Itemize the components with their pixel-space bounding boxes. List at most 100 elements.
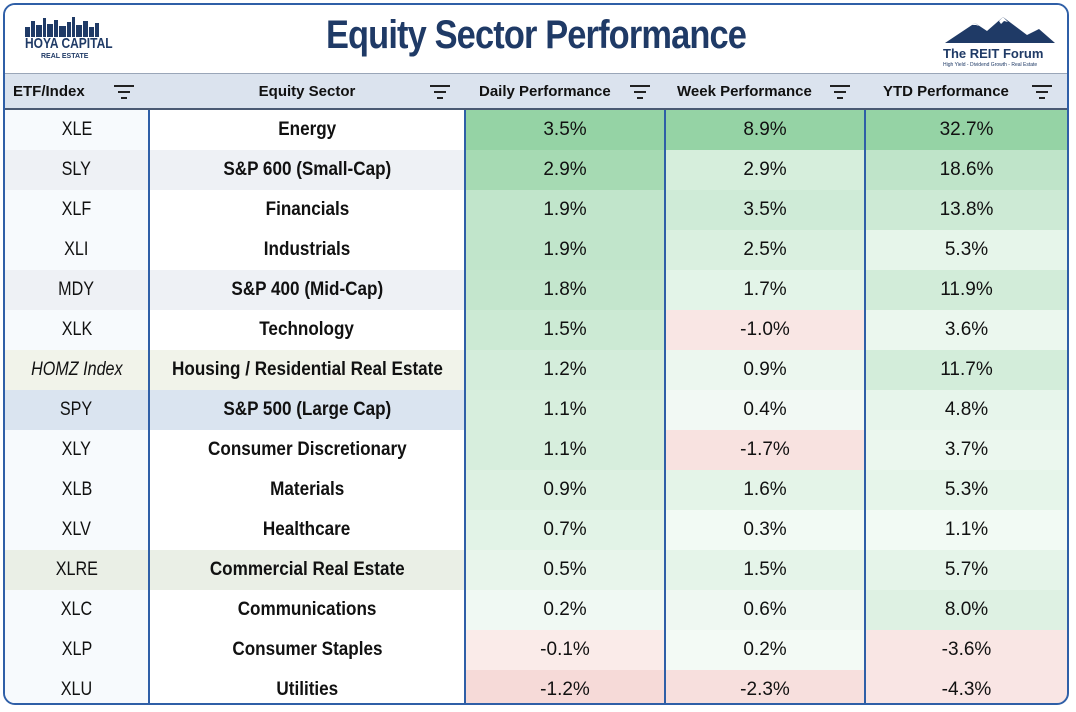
ytd-performance-cell: 1.1%: [865, 510, 1067, 550]
sector-cell-text: Communications: [237, 599, 377, 620]
ytd-performance-cell: 3.7%: [865, 430, 1067, 470]
ticker-cell: XLV: [5, 510, 150, 550]
daily-performance-cell: 1.1%: [465, 390, 666, 430]
table-row: XLU Utilities -1.2% -2.3% -4.3%: [5, 670, 1067, 703]
ticker-cell: XLK: [5, 310, 150, 350]
column-header-label: YTD Performance: [883, 82, 1009, 100]
sector-cell: Healthcare: [149, 510, 466, 550]
ticker-cell: MDY: [5, 270, 150, 310]
ytd-performance-cell-text: 11.7%: [940, 359, 993, 380]
table-row: XLF Financials 1.9% 3.5% 13.8%: [5, 190, 1067, 230]
ytd-performance-cell: 13.8%: [865, 190, 1067, 230]
sector-cell: S&P 400 (Mid-Cap): [149, 270, 466, 310]
week-performance-cell-text: 2.5%: [743, 239, 787, 260]
filter-icon[interactable]: [829, 84, 851, 100]
daily-performance-cell-text: 1.1%: [543, 399, 587, 420]
week-performance-cell-text: -1.0%: [740, 319, 790, 340]
ticker-cell: XLI: [5, 230, 150, 270]
ytd-performance-cell-text: 3.6%: [944, 319, 989, 340]
column-header-label: ETF/Index: [13, 82, 85, 100]
sector-cell: Commercial Real Estate: [149, 550, 466, 590]
ticker-cell-text: SLY: [61, 159, 92, 180]
column-header-ticker[interactable]: ETF/Index: [5, 73, 149, 110]
sector-cell: Housing / Residential Real Estate: [149, 350, 466, 390]
daily-performance-cell: 1.8%: [465, 270, 666, 310]
week-performance-cell-text: 0.9%: [743, 359, 787, 380]
ytd-performance-cell-text: 32.7%: [939, 119, 994, 140]
sector-cell-text: Commercial Real Estate: [209, 559, 405, 580]
daily-performance-cell: 1.5%: [465, 310, 666, 350]
performance-table: ETF/Index Equity Sector Daily Performanc…: [5, 73, 1067, 703]
table-row: XLP Consumer Staples -0.1% 0.2% -3.6%: [5, 630, 1067, 670]
daily-performance-cell: 1.2%: [465, 350, 666, 390]
week-performance-cell: 0.9%: [665, 350, 866, 390]
week-performance-cell: -1.7%: [665, 430, 866, 470]
daily-performance-cell: 1.1%: [465, 430, 666, 470]
sector-cell: Utilities: [149, 670, 466, 703]
sector-cell: Materials: [149, 470, 466, 510]
ticker-cell-text: XLV: [61, 519, 92, 540]
daily-performance-cell: 0.2%: [465, 590, 666, 630]
filter-icon[interactable]: [113, 84, 135, 100]
column-header-label: Week Performance: [677, 82, 812, 100]
sector-cell-text: Financials: [265, 199, 349, 220]
sector-cell-text: Healthcare: [263, 519, 351, 540]
daily-performance-cell-text: 2.9%: [543, 159, 587, 180]
logo-left-name: HOYA CAPITAL: [25, 35, 113, 52]
daily-performance-cell-text: -0.1%: [540, 639, 590, 660]
ticker-cell-text: XLRE: [55, 559, 98, 580]
filter-icon[interactable]: [1031, 84, 1053, 100]
ticker-cell-text: XLU: [60, 679, 93, 700]
week-performance-cell-text: 3.5%: [743, 199, 787, 220]
ticker-cell-text: XLC: [60, 599, 93, 620]
mountain-icon: [945, 17, 1055, 43]
sector-cell-text: Materials: [269, 479, 345, 500]
ytd-performance-cell: 4.8%: [865, 390, 1067, 430]
hoya-capital-logo: HOYA CAPITAL REAL ESTATE: [19, 15, 113, 67]
table-row: XLI Industrials 1.9% 2.5% 5.3%: [5, 230, 1067, 270]
ticker-cell: XLF: [5, 190, 150, 230]
ticker-cell: HOMZ Index: [5, 350, 150, 390]
week-performance-cell-text: 0.6%: [743, 599, 787, 620]
week-performance-cell-text: 8.9%: [743, 119, 787, 140]
sector-cell: Technology: [149, 310, 466, 350]
ticker-cell-text: XLB: [61, 479, 92, 500]
week-performance-cell: 0.3%: [665, 510, 866, 550]
filter-icon[interactable]: [429, 84, 451, 100]
ytd-performance-cell-text: 3.7%: [944, 439, 989, 460]
table-row: XLY Consumer Discretionary 1.1% -1.7% 3.7%: [5, 430, 1067, 470]
column-header-sector[interactable]: Equity Sector: [149, 73, 465, 110]
week-performance-cell-text: -2.3%: [740, 679, 790, 700]
ytd-performance-cell: 5.7%: [865, 550, 1067, 590]
sector-cell-text: Technology: [259, 319, 355, 340]
daily-performance-cell: 3.5%: [465, 109, 666, 150]
daily-performance-cell: -1.2%: [465, 670, 666, 703]
filter-icon[interactable]: [629, 84, 651, 100]
ticker-cell-text: XLY: [61, 439, 92, 460]
ytd-performance-cell-text: 13.8%: [939, 199, 994, 220]
ticker-cell: XLP: [5, 630, 150, 670]
page-title: Equity Sector Performance: [325, 13, 747, 57]
column-header-ytd[interactable]: YTD Performance: [865, 73, 1067, 110]
table-body: XLE Energy 3.5% 8.9% 32.7% SLY S&P 600 (Small-…: [5, 109, 1067, 703]
column-header-label: Equity Sector: [258, 82, 356, 100]
ticker-cell-text: SPY: [60, 399, 93, 420]
ytd-performance-cell: -4.3%: [865, 670, 1067, 703]
table-row: HOMZ Index Housing / Residential Real Est…: [5, 350, 1067, 390]
sector-cell-text: Housing / Residential Real Estate: [171, 359, 443, 380]
ticker-cell: XLB: [5, 470, 150, 510]
sector-cell-text: Energy: [278, 119, 336, 140]
daily-performance-cell-text: 1.2%: [543, 359, 587, 380]
week-performance-cell-text: -1.7%: [740, 439, 790, 460]
week-performance-cell-text: 0.2%: [743, 639, 787, 660]
column-header-daily[interactable]: Daily Performance: [465, 73, 665, 110]
week-performance-cell: -2.3%: [665, 670, 866, 703]
table-row: XLV Healthcare 0.7% 0.3% 1.1%: [5, 510, 1067, 550]
ytd-performance-cell: 18.6%: [865, 150, 1067, 190]
daily-performance-cell-text: 1.5%: [543, 319, 587, 340]
table-row: XLRE Commercial Real Estate 0.5% 1.5% 5.7%: [5, 550, 1067, 590]
ticker-cell-text: XLE: [61, 119, 92, 140]
daily-performance-cell-text: 3.5%: [543, 119, 587, 140]
column-header-week[interactable]: Week Performance: [665, 73, 865, 110]
ytd-performance-cell-text: 8.0%: [944, 599, 989, 620]
